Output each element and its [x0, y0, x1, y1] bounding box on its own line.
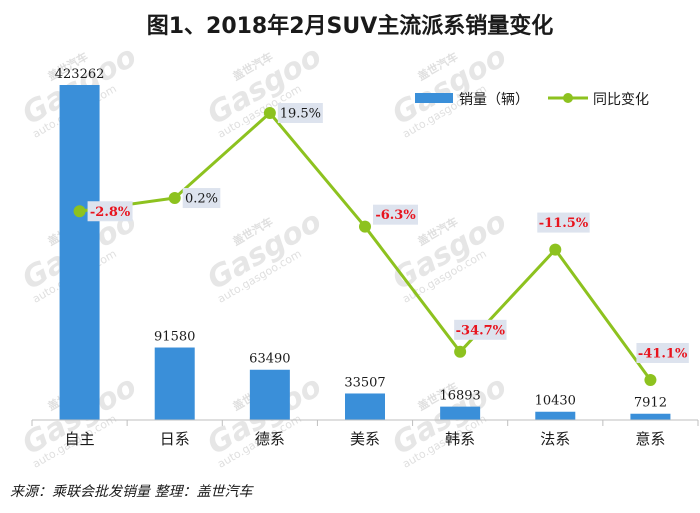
line-series: -2.8% 0.2% 19.5% -6.3% -34.7% -11.5% -41.1% — [73, 103, 689, 386]
bar-value-label: 423262 — [55, 67, 105, 82]
legend-bar-label: 销量（辆） — [459, 92, 529, 108]
category-label: 韩系 — [445, 430, 475, 448]
line-point-5 — [549, 243, 562, 256]
pct-label: 19.5% — [280, 107, 321, 122]
bar-value-label: 63490 — [249, 352, 290, 367]
bar-1 — [154, 347, 195, 420]
pct-label: -41.1% — [638, 347, 688, 362]
bar-5 — [535, 411, 576, 420]
pct-label-box — [87, 201, 133, 222]
category-label: 美系 — [350, 430, 380, 448]
pct-label: 0.2% — [185, 192, 218, 207]
bar-value-label: 33507 — [344, 375, 385, 390]
bar-6 — [630, 413, 671, 420]
line-point-0 — [73, 205, 86, 218]
pct-label: -2.8% — [90, 205, 131, 220]
pct-label: -6.3% — [375, 208, 416, 223]
bar-series: 423262 自主 91580 日系 63490 德系 33507 美系 16893 韩系 1043… — [55, 67, 671, 448]
line-point-6 — [644, 374, 657, 386]
category-label: 德系 — [255, 430, 285, 448]
chart-title: 图1、2018年2月SUV主流派系销量变化 — [146, 14, 554, 39]
category-label: 意系 — [635, 430, 665, 448]
category-label: 法系 — [540, 430, 570, 448]
x-axis — [31, 419, 699, 426]
pct-label-box — [537, 212, 590, 233]
line-point-4 — [454, 345, 467, 358]
category-label: 日系 — [160, 430, 190, 448]
legend-bar-swatch — [415, 93, 453, 103]
source-note: 来源：乘联会批发销量 整理：盖世汽车 — [10, 484, 253, 500]
legend-line-label: 同比变化 — [593, 92, 649, 108]
pct-label-box — [636, 343, 689, 363]
bar-0 — [59, 85, 100, 420]
legend: 销量（辆） 同比变化 — [415, 92, 649, 108]
bar-value-label: 91580 — [154, 330, 195, 345]
legend-line-marker — [563, 93, 573, 103]
pct-label: -34.7% — [456, 323, 506, 338]
bar-4 — [440, 406, 481, 420]
pct-label-box — [454, 319, 507, 340]
bar-value-label: 7912 — [634, 396, 667, 411]
pct-label: -11.5% — [539, 216, 589, 231]
pct-label-box — [373, 204, 418, 225]
line-point-2 — [263, 107, 276, 119]
pct-label-box — [277, 103, 323, 123]
bar-3 — [345, 393, 385, 420]
pct-label-box — [182, 188, 221, 209]
bar-2 — [249, 369, 290, 420]
line-point-1 — [168, 192, 181, 205]
line-point-3 — [359, 220, 371, 233]
category-label: 自主 — [65, 430, 95, 448]
bar-value-label: 16893 — [439, 389, 480, 404]
bar-value-label: 10430 — [535, 394, 576, 409]
